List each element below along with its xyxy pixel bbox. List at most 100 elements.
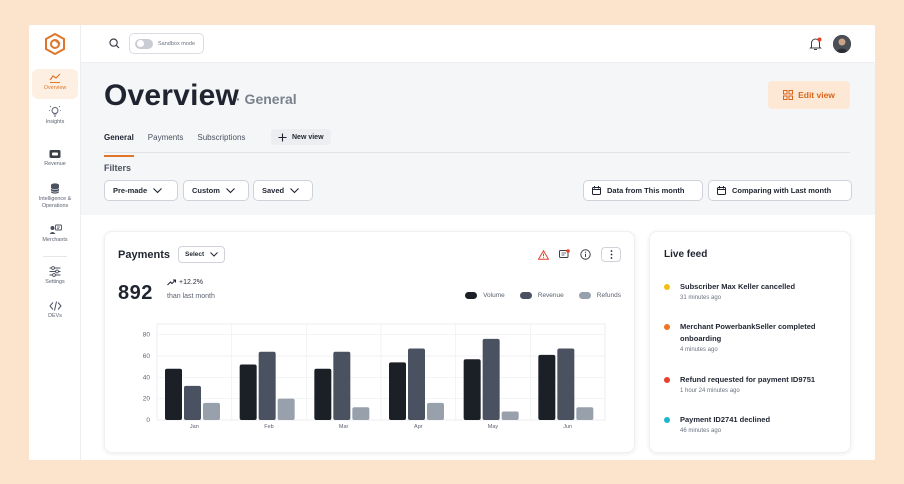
edit-view-label: Edit view xyxy=(798,90,835,100)
sidebar-item-insights[interactable]: Insights xyxy=(32,106,78,126)
bar-volume-jan xyxy=(165,368,182,420)
bar-refunds-jan xyxy=(203,402,220,420)
chart-legend: Volume Revenue Refunds xyxy=(450,292,621,299)
sidebar-divider xyxy=(43,256,67,257)
saved-filter[interactable]: Saved xyxy=(253,180,313,201)
bar-refunds-feb xyxy=(277,398,295,420)
edit-view-button[interactable]: Edit view xyxy=(768,81,850,109)
sandbox-toggle[interactable]: Sandbox mode xyxy=(129,33,204,54)
feed-time: 4 minutes ago xyxy=(680,347,718,353)
legend-swatch xyxy=(578,292,591,299)
pre-made-filter[interactable]: Pre-made xyxy=(104,180,178,201)
legend-swatch xyxy=(465,292,478,299)
saved-label: Saved xyxy=(262,186,285,195)
tab-payments[interactable]: Payments xyxy=(147,133,184,142)
sidebar-item-label: Insights xyxy=(45,119,65,125)
chart-icon xyxy=(49,73,61,83)
legend-label: Volume xyxy=(483,292,505,299)
status-dot xyxy=(664,417,670,423)
legend-volume[interactable]: Volume xyxy=(465,292,505,299)
chevron-down-icon xyxy=(153,187,163,193)
more-options-icon[interactable] xyxy=(601,247,621,262)
legend-revenue[interactable]: Revenue xyxy=(519,292,564,299)
code-icon xyxy=(48,301,62,311)
trend-up-icon xyxy=(167,279,176,286)
select-label: Select xyxy=(185,251,205,258)
legend-label: Refunds xyxy=(596,292,621,299)
view-tabs: General Payments Subscriptions xyxy=(104,131,259,157)
user-avatar-icon xyxy=(833,35,851,53)
lightbulb-icon xyxy=(49,106,61,117)
filters-label: Filters xyxy=(104,163,132,173)
x-tick-label: Jun xyxy=(563,424,572,430)
info-icon[interactable] xyxy=(580,249,591,260)
tab-subscriptions[interactable]: Subscriptions xyxy=(197,133,246,142)
comment-alert-icon[interactable] xyxy=(559,249,570,260)
payments-title: Payments xyxy=(118,249,170,261)
bar-volume-may xyxy=(463,359,481,420)
payments-select[interactable]: Select xyxy=(178,246,226,263)
bar-revenue-mar xyxy=(333,351,351,420)
bell-icon[interactable] xyxy=(809,37,822,51)
sidebar-item-overview[interactable]: Overview xyxy=(32,69,78,99)
growth-caption: than last month xyxy=(167,293,215,300)
x-tick-label: May xyxy=(488,424,499,430)
payments-bar-chart: 0 20 40 60 80 Jan Feb Mar Apr May Jun xyxy=(143,323,606,430)
feed-text: Subscriber Max Keller cancelled xyxy=(680,282,796,291)
sidebar-item-label: Intelligence & Operations xyxy=(38,196,72,209)
custom-filter[interactable]: Custom xyxy=(183,180,249,201)
date-range-button[interactable]: Data from This month xyxy=(583,180,703,201)
feed-time: 46 minutes ago xyxy=(680,428,722,434)
growth-value: +12.2% xyxy=(179,279,203,286)
status-dot xyxy=(664,377,670,383)
y-tick-label: 20 xyxy=(143,396,151,403)
live-feed-title: Live feed xyxy=(664,249,708,260)
calendar-icon xyxy=(717,186,726,195)
new-view-button[interactable]: New view xyxy=(271,129,331,145)
sliders-icon xyxy=(49,266,61,277)
date-range-label: Data from This month xyxy=(607,186,685,195)
y-tick-label: 0 xyxy=(146,417,150,424)
avatar[interactable] xyxy=(833,35,851,53)
bar-revenue-jan xyxy=(184,385,201,420)
bar-volume-apr xyxy=(389,362,406,420)
pre-made-label: Pre-made xyxy=(113,186,148,195)
bar-refunds-jun xyxy=(576,407,594,420)
app-window: Overview Insights Revenue Intellige xyxy=(29,25,875,460)
sidebar-item-label: DEVs xyxy=(48,313,62,319)
warning-icon[interactable] xyxy=(538,249,549,260)
legend-swatch xyxy=(519,292,532,299)
toggle-switch[interactable] xyxy=(135,38,153,49)
compare-range-label: Comparing with Last month xyxy=(732,186,832,195)
tab-general[interactable]: General xyxy=(104,131,134,157)
custom-label: Custom xyxy=(192,186,220,195)
sidebar-item-intelligence[interactable]: Intelligence & Operations xyxy=(32,183,78,209)
database-icon xyxy=(50,183,60,194)
search-icon[interactable] xyxy=(109,38,120,49)
y-tick-label: 60 xyxy=(143,353,151,360)
sidebar-item-revenue[interactable]: Revenue xyxy=(32,149,78,168)
bar-volume-jun xyxy=(538,354,556,420)
chevron-down-icon xyxy=(226,187,235,193)
plus-icon xyxy=(278,133,287,141)
feed-time: 31 minutes ago xyxy=(680,295,722,301)
new-view-label: New view xyxy=(292,133,324,141)
x-tick-label: Jan xyxy=(190,424,199,430)
payments-total: 892 xyxy=(118,282,153,304)
bar-revenue-jun xyxy=(557,348,575,420)
y-tick-label: 80 xyxy=(143,332,151,339)
x-tick-label: Mar xyxy=(339,424,349,430)
payments-card: Payments Select 892 +12.2% than last mon… xyxy=(104,231,635,453)
sidebar-item-devs[interactable]: DEVs xyxy=(32,301,78,320)
bar-revenue-apr xyxy=(408,348,425,420)
legend-label: Revenue xyxy=(537,292,564,299)
legend-refunds[interactable]: Refunds xyxy=(578,292,621,299)
page-subtitle: · General xyxy=(236,91,297,107)
compare-range-button[interactable]: Comparing with Last month xyxy=(708,180,852,201)
sidebar-item-label: Settings xyxy=(45,279,65,285)
bar-volume-feb xyxy=(239,364,257,420)
bar-revenue-feb xyxy=(258,351,276,420)
sidebar-item-settings[interactable]: Settings xyxy=(32,266,78,286)
sidebar-item-merchants[interactable]: Merchants xyxy=(32,224,78,244)
y-tick-label: 40 xyxy=(143,374,151,381)
